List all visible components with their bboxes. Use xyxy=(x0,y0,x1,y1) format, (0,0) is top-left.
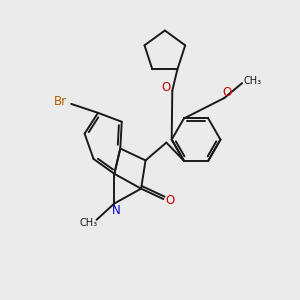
Text: Br: Br xyxy=(53,95,67,108)
Text: N: N xyxy=(111,203,120,217)
Text: O: O xyxy=(165,194,175,207)
Text: CH₃: CH₃ xyxy=(244,76,262,86)
Text: O: O xyxy=(161,81,170,94)
Text: O: O xyxy=(223,86,232,99)
Text: CH₃: CH₃ xyxy=(79,218,97,228)
